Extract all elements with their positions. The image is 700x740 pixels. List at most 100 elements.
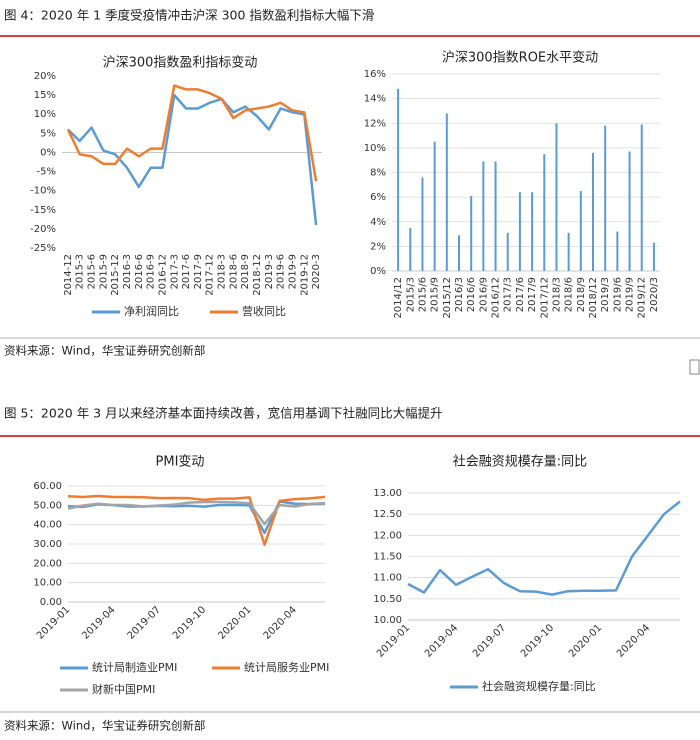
chart-title: 社会融资规模存量:同比 xyxy=(453,454,587,470)
y-tick-label: 0.00 xyxy=(40,597,62,608)
bar xyxy=(397,88,400,272)
x-tick-label: 2017/6 xyxy=(515,277,526,312)
x-tick-label: 2017-12 xyxy=(205,254,216,296)
x-tick-label: 2015-3 xyxy=(75,254,86,289)
y-tick-label: 50.00 xyxy=(33,500,62,511)
x-tick-label: 2019-9 xyxy=(287,254,298,289)
x-tick-label: 2020-04 xyxy=(262,604,299,641)
legend-label: 净利润同比 xyxy=(124,304,179,318)
bar xyxy=(433,141,436,271)
x-tick-label: 2017-3 xyxy=(169,254,180,289)
x-tick-label: 2017/12 xyxy=(539,277,550,319)
x-tick-label: 2019-07 xyxy=(126,604,163,641)
bar xyxy=(531,192,534,271)
x-tick-label: 2019-10 xyxy=(171,604,208,641)
y-tick-label: 8% xyxy=(370,168,386,179)
bar xyxy=(518,192,521,271)
x-tick-label: 2019-04 xyxy=(423,622,460,659)
y-tick-label: 30.00 xyxy=(33,539,62,550)
y-tick-label: 10.50 xyxy=(373,594,402,605)
x-tick-label: 2017-6 xyxy=(181,254,192,289)
legend-label: 统计局制造业PMI xyxy=(92,660,177,674)
y-tick-label: -20% xyxy=(30,224,56,235)
x-tick-label: 2018/9 xyxy=(576,277,587,312)
x-tick-label: 2019-10 xyxy=(519,622,556,659)
y-tick-label: 60.00 xyxy=(33,481,62,492)
y-tick-label: -25% xyxy=(30,243,56,254)
y-tick-label: 15% xyxy=(34,90,56,101)
y-tick-label: 13.00 xyxy=(373,488,402,499)
y-tick-label: -15% xyxy=(30,205,56,216)
x-tick-label: 2018-3 xyxy=(217,254,228,289)
x-tick-label: 2016-9 xyxy=(146,254,157,289)
bar xyxy=(409,227,412,271)
x-tick-label: 2019-01 xyxy=(375,622,412,659)
bar xyxy=(543,154,546,271)
x-tick-label: 2014/12 xyxy=(393,277,404,319)
legend-label: 营收同比 xyxy=(242,304,286,318)
y-tick-label: 5% xyxy=(40,128,56,139)
x-tick-label: 2018/6 xyxy=(564,277,575,312)
x-tick-label: 2020-01 xyxy=(567,622,604,659)
chart-title: PMI变动 xyxy=(156,454,205,470)
decor-box xyxy=(689,359,700,375)
y-tick-label: 10% xyxy=(364,143,386,154)
x-tick-label: 2018-9 xyxy=(240,254,251,289)
y-tick-label: 11.50 xyxy=(373,552,402,563)
x-tick-label: 2020-04 xyxy=(615,622,652,659)
y-tick-label: 12.50 xyxy=(373,509,402,520)
figure-title: 图 5：2020 年 3 月以来经济基本面持续改善，宽信用基调下社融同比大幅提升 xyxy=(4,406,443,421)
bar xyxy=(482,161,485,271)
y-tick-label: 10.00 xyxy=(33,578,62,589)
x-tick-label: 2019-3 xyxy=(264,254,275,289)
x-tick-label: 2019-6 xyxy=(276,254,287,289)
x-tick-label: 2019/6 xyxy=(612,277,623,312)
y-tick-label: 10.00 xyxy=(373,615,402,626)
x-tick-label: 2016-3 xyxy=(122,254,133,289)
bar xyxy=(506,232,509,271)
y-tick-label: 20.00 xyxy=(33,558,62,569)
x-tick-label: 2018/3 xyxy=(551,277,562,312)
bar xyxy=(616,231,619,271)
x-tick-label: 2014-12 xyxy=(63,254,74,296)
bar xyxy=(470,195,473,271)
bar xyxy=(445,113,448,272)
figure-source: 资料来源：Wind，华宝证券研究创新部 xyxy=(4,719,205,733)
x-tick-label: 2017/3 xyxy=(503,277,514,312)
y-tick-label: 6% xyxy=(370,192,386,203)
bar xyxy=(640,124,643,271)
bar xyxy=(652,242,655,271)
chart-title: 沪深300指数ROE水平变动 xyxy=(442,50,598,66)
legend-label: 社会融资规模存量:同比 xyxy=(482,679,596,693)
y-tick-label: 2% xyxy=(370,241,386,252)
x-tick-label: 2015-12 xyxy=(110,254,121,296)
bar xyxy=(628,151,631,271)
figure-title: 图 4：2020 年 1 季度受疫情冲击沪深 300 指数盈利指标大幅下滑 xyxy=(4,8,374,23)
figure-source: 资料来源：Wind，华宝证券研究创新部 xyxy=(4,344,205,358)
x-tick-label: 2016/12 xyxy=(491,277,502,319)
x-tick-label: 2018-12 xyxy=(252,254,263,296)
y-tick-label: 11.00 xyxy=(373,573,402,584)
line-series xyxy=(67,500,326,526)
x-tick-label: 2016/6 xyxy=(466,277,477,312)
x-tick-label: 2019-12 xyxy=(299,254,310,296)
line-series xyxy=(67,93,318,226)
bar xyxy=(579,190,582,271)
x-tick-label: 2018-6 xyxy=(228,254,239,289)
x-tick-label: 2015/6 xyxy=(417,277,428,312)
y-tick-label: 20% xyxy=(34,71,56,82)
y-tick-label: 12% xyxy=(364,118,386,129)
x-tick-label: 2019/3 xyxy=(600,277,611,312)
legend-label: 财新中国PMI xyxy=(92,682,155,696)
x-tick-label: 2015/12 xyxy=(442,277,453,319)
x-tick-label: 2017-9 xyxy=(193,254,204,289)
x-tick-label: 2017/9 xyxy=(527,277,538,312)
y-tick-label: 4% xyxy=(370,217,386,228)
bar xyxy=(421,177,424,271)
x-tick-label: 2016-6 xyxy=(134,254,145,289)
y-tick-label: 0% xyxy=(40,147,56,158)
x-tick-label: 2020-3 xyxy=(311,254,322,289)
y-tick-label: 14% xyxy=(364,94,386,105)
y-tick-label: 12.00 xyxy=(373,530,402,541)
x-tick-label: 2016/9 xyxy=(478,277,489,312)
